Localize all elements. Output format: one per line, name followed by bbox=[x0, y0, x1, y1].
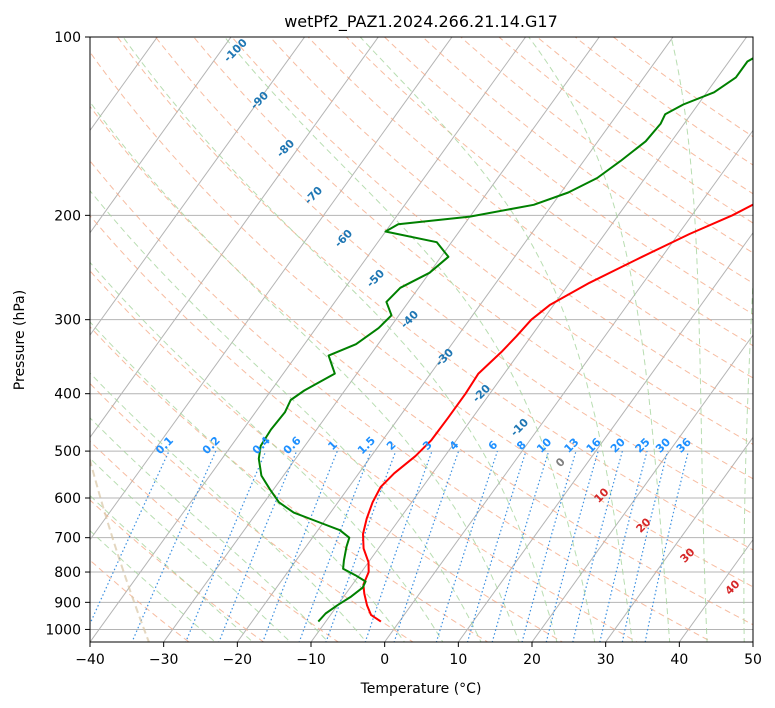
mixing-ratio-line bbox=[572, 450, 623, 642]
x-tick-label: 10 bbox=[449, 652, 467, 668]
mixing-ratio-line bbox=[262, 450, 338, 642]
isotherm-line bbox=[531, 334, 753, 642]
isotherm-lines bbox=[90, 37, 753, 642]
y-tick-label: 400 bbox=[54, 387, 81, 403]
isotherm-line bbox=[678, 538, 753, 642]
y-axis-ticks: 100 200 300 400 500 600 700 800 900 1000 bbox=[45, 30, 90, 638]
dry-adiabat-line bbox=[90, 214, 639, 642]
moist-adiabat-line bbox=[90, 261, 444, 642]
y-tick-label: 100 bbox=[54, 30, 81, 46]
mixing-ratio-line bbox=[545, 450, 599, 642]
isotherm-line bbox=[90, 37, 306, 336]
dry-adiabat-lines bbox=[90, 37, 753, 642]
x-axis-ticks: −40 −30 −20 −10 0 10 20 30 40 50 bbox=[75, 642, 762, 668]
dry-adiabat-line bbox=[90, 326, 489, 642]
dewpoint-line bbox=[257, 57, 753, 623]
x-axis-label: Temperature (°C) bbox=[360, 681, 482, 697]
x-tick-label: 0 bbox=[380, 652, 389, 668]
profile-series bbox=[257, 57, 753, 623]
dry-adiabat-line bbox=[90, 499, 265, 642]
moist-adiabat-line bbox=[90, 101, 520, 642]
y-tick-label: 1000 bbox=[45, 622, 81, 638]
plot-frame bbox=[89, 36, 754, 643]
dry-adiabat-line bbox=[90, 270, 564, 642]
isotherm-line bbox=[90, 37, 453, 541]
isotherm-line bbox=[90, 37, 527, 642]
x-tick-label: −10 bbox=[296, 652, 326, 668]
chart-title: wetPf2_PAZ1.2024.266.21.14.G17 bbox=[284, 12, 558, 32]
mixing-ratio-line bbox=[521, 450, 577, 642]
y-tick-label: 200 bbox=[54, 208, 81, 224]
moist-adiabat-lines bbox=[90, 37, 753, 642]
x-tick-label: 50 bbox=[744, 652, 762, 668]
y-tick-label: 300 bbox=[54, 313, 81, 329]
mixing-ratio-line bbox=[298, 450, 372, 642]
x-tick-label: −40 bbox=[75, 652, 105, 668]
dry-adiabat-line bbox=[90, 440, 340, 642]
y-tick-label: 900 bbox=[54, 595, 81, 611]
temperature-line bbox=[362, 203, 753, 623]
moist-adiabat-line bbox=[90, 372, 367, 642]
isotherm-line bbox=[236, 37, 674, 642]
moist-adiabat-line bbox=[90, 417, 329, 642]
x-tick-label: 20 bbox=[523, 652, 541, 668]
y-tick-label: 600 bbox=[54, 491, 81, 507]
isentrope-line bbox=[90, 456, 150, 642]
dry-adiabat-line bbox=[90, 160, 713, 642]
dry-adiabat-line bbox=[154, 37, 753, 515]
moist-adiabat-line bbox=[743, 272, 753, 642]
isentrope-lines bbox=[90, 456, 150, 642]
moist-adiabat-line bbox=[223, 37, 596, 642]
dry-adiabat-line bbox=[90, 105, 753, 626]
isotherm-line bbox=[90, 37, 232, 234]
isotherm-line bbox=[90, 37, 379, 439]
moist-adiabat-line bbox=[90, 494, 254, 642]
moist-adiabat-line bbox=[670, 37, 708, 642]
y-tick-label: 500 bbox=[54, 444, 81, 460]
mixing-ratio-line bbox=[466, 450, 527, 642]
dry-adiabat-line bbox=[90, 51, 753, 588]
moist-adiabat-line bbox=[90, 457, 292, 642]
mixing-ratio-line bbox=[185, 450, 267, 642]
isotherm-line bbox=[605, 436, 753, 642]
moist-adiabat-line bbox=[359, 37, 633, 642]
y-tick-label: 800 bbox=[54, 565, 81, 581]
moist-adiabat-line bbox=[122, 37, 558, 642]
isobar-lines bbox=[90, 37, 753, 630]
mixing-ratio-line bbox=[599, 450, 648, 642]
isotherm-line bbox=[163, 37, 600, 642]
y-tick-label: 700 bbox=[54, 531, 81, 547]
dry-adiabat-line bbox=[116, 37, 753, 551]
x-tick-label: 40 bbox=[670, 652, 688, 668]
mixing-ratio-line bbox=[621, 450, 669, 642]
mixing-ratio-line bbox=[218, 450, 298, 642]
moist-adiabat-line bbox=[90, 189, 482, 642]
mixing-ratio-line bbox=[644, 450, 689, 642]
mixing-ratio-line bbox=[491, 450, 550, 642]
x-tick-label: −30 bbox=[149, 652, 179, 668]
isotherm-line bbox=[90, 37, 158, 132]
plot-area bbox=[90, 37, 753, 642]
mixing-ratio-line bbox=[90, 450, 170, 626]
moist-adiabat-line bbox=[528, 37, 671, 642]
isotherm-line bbox=[384, 129, 753, 642]
y-axis-label: Pressure (hPa) bbox=[12, 290, 28, 390]
x-tick-label: −20 bbox=[223, 652, 253, 668]
mixing-ratio-line bbox=[435, 450, 498, 642]
isotherm-line bbox=[310, 37, 748, 642]
x-tick-label: 30 bbox=[597, 652, 615, 668]
